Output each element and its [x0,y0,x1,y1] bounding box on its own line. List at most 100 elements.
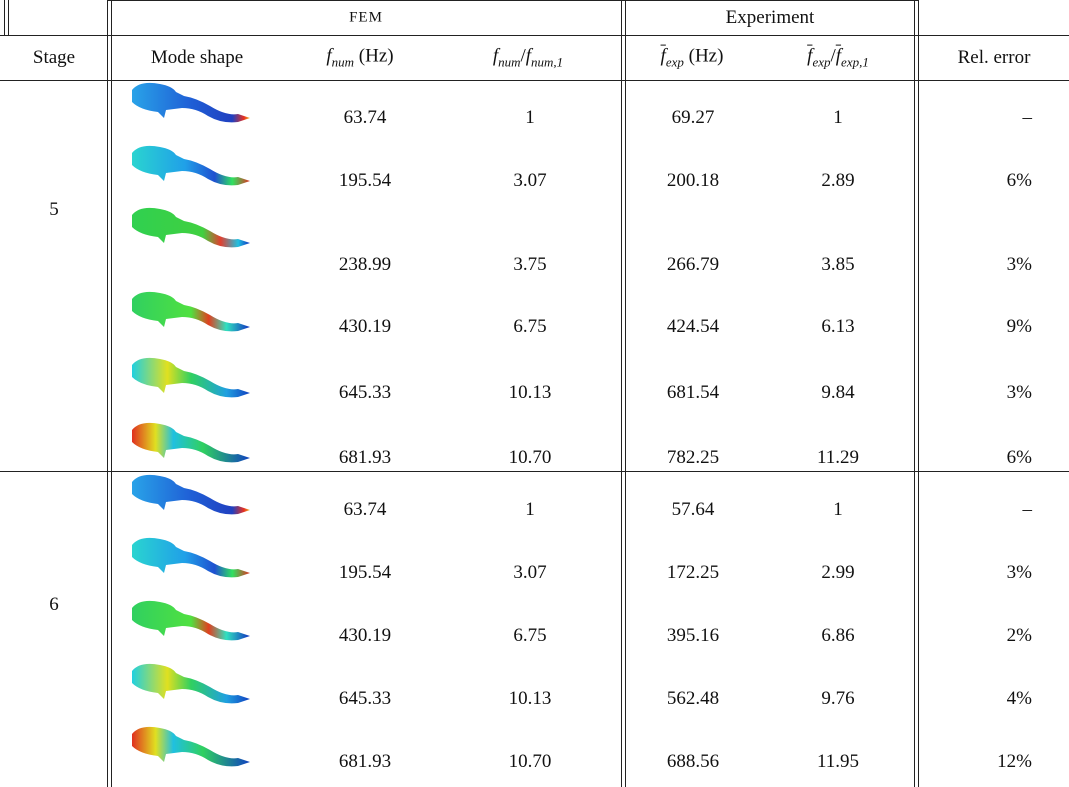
slash: / [830,45,836,67]
cell: 9% [1006,316,1032,337]
cell: 3.07 [513,562,547,583]
cell: 12% [997,751,1032,772]
cell: 1 [525,107,535,128]
symbol: f [492,45,499,67]
group-header: FEM [349,9,383,26]
cell: 681.93 [338,447,392,468]
column-header: fnum/fnum,1 [493,46,563,71]
cell: 6% [1006,170,1032,191]
mode-shape-image [132,537,250,578]
cell: 1 [525,499,535,520]
symbol: f [835,45,842,67]
cell: – [1022,499,1033,520]
rule [621,0,622,787]
cell: 266.79 [666,254,720,275]
cell: 9.84 [821,382,855,403]
cell: 3% [1006,562,1032,583]
symbol: f [660,45,666,67]
cell: 782.25 [666,447,720,468]
cell: 11.95 [816,751,860,772]
column-header: fexp (Hz) [661,46,724,71]
rule [111,0,112,787]
cell: 6% [1006,447,1032,468]
cell: 69.27 [671,107,715,128]
rule [107,0,108,787]
cell: – [1022,107,1033,128]
column-header: Mode shape [150,47,244,68]
cell: 10.13 [508,688,552,709]
cell: 3% [1006,254,1032,275]
rule [914,0,915,787]
group-header: Experiment [725,7,815,28]
symbol: f [326,45,332,67]
cell: 4% [1006,688,1032,709]
rule [0,80,1069,81]
cell: 195.54 [338,170,392,191]
mode-shape-image [132,82,250,123]
rule [918,0,919,787]
rule [0,471,1069,472]
cell: 63.74 [343,499,387,520]
column-header: fnum (Hz) [326,46,393,71]
subscript: exp [665,54,684,70]
cell: 238.99 [338,254,392,275]
rule [625,0,626,787]
cell: 395.16 [666,625,720,646]
cell: 3% [1006,382,1032,403]
cell: 6.75 [513,316,547,337]
cell: 11.29 [816,447,860,468]
stage-label: 5 [49,199,59,220]
unit: (Hz) [683,45,724,67]
cell: 6.13 [821,316,855,337]
subscript: num,1 [531,54,564,70]
mode-shape-image [132,663,250,704]
cell: 1 [833,107,843,128]
rule [4,0,5,35]
cell: 2.99 [821,562,855,583]
cell: 172.25 [666,562,720,583]
cell: 195.54 [338,562,392,583]
column-header: Rel. error [957,47,1031,68]
cell: 430.19 [338,625,392,646]
mode-shape-image [132,357,250,398]
mode-shape-image [132,600,250,641]
slash: / [520,45,526,67]
cell: 3.07 [513,170,547,191]
cell: 6.75 [513,625,547,646]
cell: 562.48 [666,688,720,709]
cell: 424.54 [666,316,720,337]
cell: 430.19 [338,316,392,337]
mode-shape-image [132,145,250,186]
cell: 9.76 [821,688,855,709]
symbol: f [807,45,813,67]
cell: 645.33 [338,688,392,709]
mode-shape-image [132,291,250,332]
column-header: Stage [32,47,76,68]
mode-shape-image [132,726,250,767]
cell: 6.86 [821,625,855,646]
cell: 681.93 [338,751,392,772]
unit: (Hz) [354,45,394,67]
rule [0,35,1069,36]
cell: 3.85 [821,254,855,275]
subscript: num [498,54,521,70]
cell: 63.74 [343,107,387,128]
cell: 2% [1006,625,1032,646]
cell: 688.56 [666,751,720,772]
cell: 10.70 [508,447,552,468]
mode-shape-image [132,207,250,248]
cell: 57.64 [671,499,715,520]
mode-shape-image [132,474,250,515]
rule [8,0,9,35]
stage-label: 6 [49,594,59,615]
cell: 10.13 [508,382,552,403]
rule [108,0,919,1]
cell: 2.89 [821,170,855,191]
column-header: fexp/fexp,1 [807,46,869,71]
cell: 3.75 [513,254,547,275]
cell: 645.33 [338,382,392,403]
cell: 200.18 [666,170,720,191]
subscript: exp [812,54,831,70]
subscript: exp,1 [841,54,869,70]
